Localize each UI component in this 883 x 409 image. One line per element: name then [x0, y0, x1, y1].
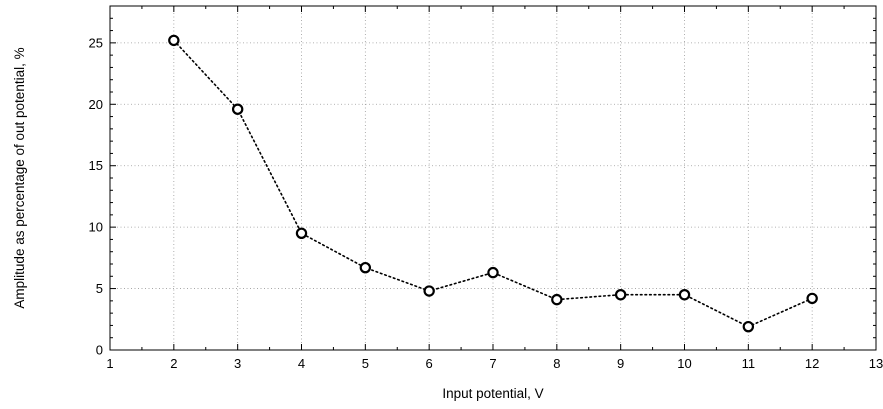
- data-point: [231, 103, 244, 115]
- y-tick-label: 25: [89, 35, 103, 50]
- data-point: [295, 227, 308, 239]
- data-point: [806, 292, 818, 305]
- y-tick-label: 0: [96, 343, 103, 358]
- data-point: [168, 34, 180, 47]
- y-tick-label: 15: [89, 158, 103, 173]
- x-tick-label: 13: [869, 356, 883, 371]
- x-tick-label: 4: [298, 356, 305, 371]
- data-point: [359, 261, 372, 274]
- x-tick-label: 8: [553, 356, 560, 371]
- data-point: [487, 266, 499, 279]
- x-tick-label: 6: [426, 356, 433, 371]
- data-point: [614, 289, 627, 301]
- y-axis-label: Amplitude as percentage of out potential…: [12, 47, 27, 308]
- y-tick-label: 5: [96, 281, 103, 296]
- x-tick-label: 10: [677, 356, 691, 371]
- x-tick-label: 11: [742, 356, 756, 371]
- data-point: [551, 293, 563, 306]
- x-tick-label: 5: [362, 356, 369, 371]
- x-tick-label: 1: [106, 356, 113, 371]
- y-tick-label: 20: [89, 97, 103, 112]
- data-point: [742, 320, 755, 333]
- x-tick-label: 3: [234, 356, 241, 371]
- grid-lines: [110, 6, 876, 350]
- x-tick-label: 7: [489, 356, 496, 371]
- y-tick-label: 10: [89, 220, 103, 235]
- x-tick-label: 2: [170, 356, 177, 371]
- y-axis: 0 5 10 15 20 25: [89, 17, 876, 358]
- x-tick-label: 9: [617, 356, 624, 371]
- x-axis-label: Input potential, V: [442, 386, 543, 401]
- data-point: [423, 285, 435, 297]
- x-tick-label: 12: [805, 356, 819, 371]
- x-axis: 1 2 3 4 5 6 7 8 9 10 11 12 13: [106, 6, 883, 371]
- data-point: [678, 289, 691, 301]
- data-points: [168, 34, 818, 333]
